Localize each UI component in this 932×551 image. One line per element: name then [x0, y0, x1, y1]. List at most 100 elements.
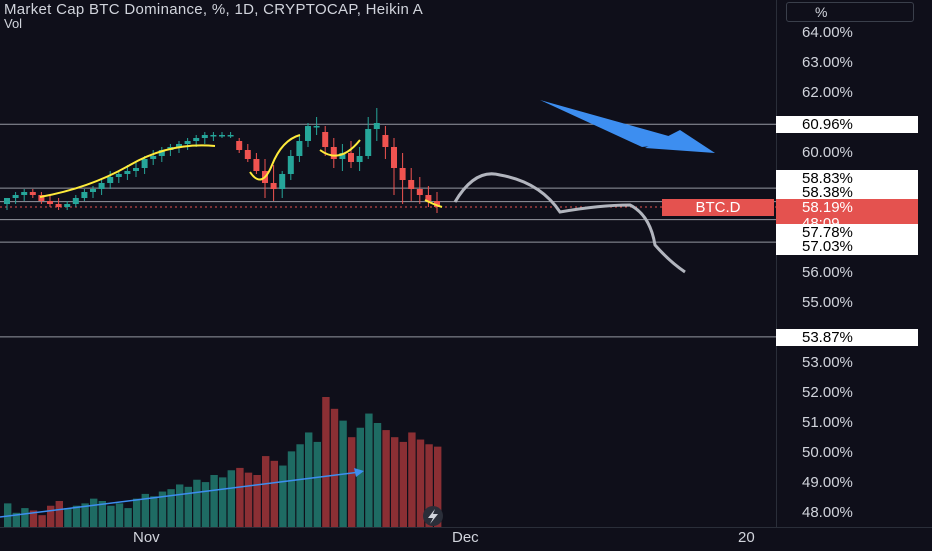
- volume-bar: [29, 510, 38, 527]
- candle: [184, 138, 191, 150]
- volume-bar: [210, 475, 218, 527]
- level-label[interactable]: 60.96%: [776, 116, 918, 133]
- volume-bar: [115, 503, 124, 527]
- candle: [90, 186, 96, 198]
- volume-bar: [296, 444, 304, 527]
- time-axis[interactable]: [0, 527, 932, 551]
- candle: [227, 132, 234, 138]
- candle: [416, 177, 423, 204]
- level-label[interactable]: 58.83%: [776, 170, 918, 187]
- volume-bar: [141, 493, 149, 527]
- unit-selector[interactable]: %: [786, 2, 914, 22]
- price-chart[interactable]: [0, 0, 776, 527]
- volume-bar: [287, 451, 296, 527]
- candle: [141, 156, 148, 174]
- volume-bar: [434, 446, 442, 527]
- candle: [305, 123, 311, 147]
- projection-path: [453, 172, 686, 274]
- candle: [356, 147, 363, 171]
- candle: [81, 189, 88, 201]
- volume-bar: [391, 437, 399, 527]
- volume-bar: [322, 397, 330, 527]
- volume-label: Vol: [4, 16, 23, 31]
- level-label[interactable]: 57.03%: [776, 238, 918, 255]
- blue-arrow-icon: [540, 100, 715, 153]
- candle: [296, 135, 303, 162]
- candle: [348, 141, 354, 168]
- volume-bar: [201, 482, 210, 527]
- volume-bar: [90, 498, 98, 527]
- level-label[interactable]: 57.78%: [776, 224, 918, 241]
- volume-bars: [4, 397, 442, 527]
- level-label[interactable]: 53.87%: [776, 329, 918, 346]
- time-label-nov: Nov: [133, 529, 160, 546]
- volume-bar: [21, 508, 29, 527]
- volume-bar: [64, 508, 72, 527]
- candle: [339, 144, 346, 171]
- candle: [47, 195, 53, 207]
- volume-bar: [81, 503, 89, 527]
- candle: [115, 171, 122, 183]
- volume-bar: [279, 465, 287, 527]
- candle: [98, 180, 105, 195]
- level-label[interactable]: 58.38%: [776, 184, 918, 201]
- candles: [4, 108, 440, 213]
- volume-bar: [408, 432, 416, 527]
- volume-bar: [373, 423, 382, 527]
- volume-bar: [133, 498, 141, 527]
- volume-bar: [399, 441, 407, 527]
- volume-bar: [330, 408, 339, 527]
- candle: [391, 138, 397, 195]
- candle: [236, 138, 243, 153]
- volume-bar: [305, 432, 313, 527]
- candle: [322, 126, 329, 156]
- candle: [12, 192, 19, 204]
- volume-bar: [244, 472, 253, 527]
- volume-bar: [150, 496, 158, 527]
- yellow-curve-1: [39, 144, 216, 198]
- axis-tick: 53.00%: [802, 354, 853, 371]
- axis-tick: 50.00%: [802, 444, 853, 461]
- volume-bar: [365, 413, 373, 527]
- candle: [4, 198, 10, 210]
- volume-bar: [313, 441, 321, 527]
- candle: [253, 153, 260, 174]
- candle: [55, 198, 62, 210]
- lightning-icon[interactable]: [423, 506, 443, 526]
- axis-tick: 49.00%: [802, 474, 853, 491]
- symbol-label: BTC.D: [662, 199, 774, 216]
- candle: [287, 150, 294, 180]
- time-label-year: 20: [738, 529, 755, 546]
- candle: [279, 171, 286, 198]
- volume-bar: [262, 456, 270, 527]
- candle: [399, 153, 406, 204]
- axis-tick: 51.00%: [802, 414, 853, 431]
- axis-tick: 62.00%: [802, 84, 853, 101]
- axis-tick: 60.00%: [802, 144, 853, 161]
- axis-tick: 48.00%: [802, 504, 853, 521]
- axis-tick: 64.00%: [802, 24, 853, 41]
- candle: [201, 132, 208, 144]
- volume-bar: [356, 427, 364, 527]
- volume-bar: [348, 437, 356, 527]
- volume-bar: [270, 460, 278, 527]
- volume-bar: [219, 477, 227, 527]
- axis-tick: 52.00%: [802, 384, 853, 401]
- volume-bar: [4, 503, 12, 527]
- volume-bar: [72, 505, 81, 527]
- volume-bar: [193, 479, 201, 527]
- candle: [210, 132, 217, 141]
- candle: [373, 108, 380, 141]
- candle: [72, 195, 79, 207]
- horizontal-levels: [0, 123, 776, 338]
- candle: [434, 192, 440, 213]
- volume-bar: [425, 444, 433, 527]
- price-axis[interactable]: [776, 0, 932, 527]
- time-label-dec: Dec: [452, 529, 479, 546]
- volume-bar: [176, 484, 184, 527]
- yellow-curve-4: [424, 199, 443, 208]
- candle: [330, 138, 337, 168]
- volume-bar: [158, 491, 167, 527]
- volume-bar: [227, 470, 235, 527]
- candle: [365, 117, 372, 159]
